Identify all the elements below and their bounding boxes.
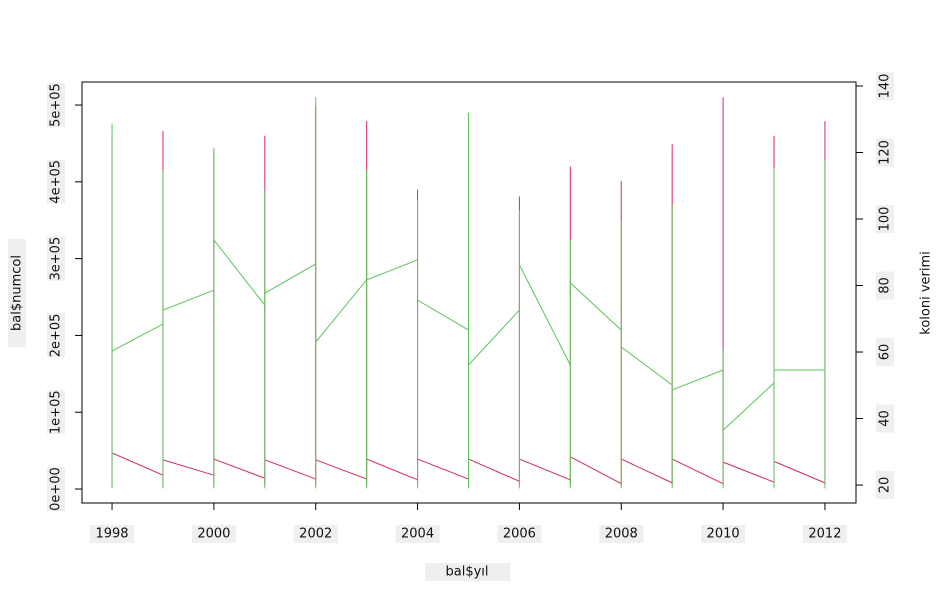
label-bg — [876, 471, 894, 500]
y2-tick-label: 140 — [878, 74, 893, 99]
label-bg — [47, 83, 65, 128]
plot-frame — [81, 81, 857, 504]
label-bg — [47, 390, 65, 435]
x-tick-label: 2000 — [197, 527, 230, 542]
y2-tick-label: 100 — [878, 207, 893, 232]
label-bg — [47, 236, 65, 281]
x-tick-label: 2012 — [808, 527, 841, 542]
x-tick-label: 2004 — [401, 527, 434, 542]
y2-tick-label: 60 — [878, 344, 893, 361]
y2-tick-label: 40 — [878, 410, 893, 427]
y-tick-label: 0e+00 — [49, 467, 64, 511]
label-bg — [701, 525, 746, 543]
label-bg — [876, 271, 894, 300]
x-axis-label: bal$yıl — [445, 565, 488, 580]
y2-axis-label: koloni verimi — [919, 251, 934, 335]
label-bg — [876, 338, 894, 367]
label-bg — [876, 404, 894, 433]
x-tick-label: 2006 — [503, 527, 536, 542]
label-bg — [191, 525, 236, 543]
label-bg — [90, 525, 135, 543]
y-tick-label: 5e+05 — [49, 83, 64, 127]
label-bg — [425, 563, 510, 581]
label-bg — [599, 525, 644, 543]
x-tick-label: 2010 — [707, 527, 740, 542]
y-tick-label: 1e+05 — [49, 390, 64, 434]
label-bg — [497, 525, 542, 543]
label-bg — [47, 467, 65, 512]
label-bg — [47, 159, 65, 204]
label-bg — [876, 71, 894, 100]
label-bg — [802, 525, 847, 543]
label-bg — [395, 525, 440, 543]
y2-tick-label: 20 — [878, 477, 893, 494]
series-line — [111, 96, 826, 489]
label-bg — [47, 313, 65, 358]
y-axis-label: bal$numcol — [10, 255, 25, 331]
x-tick-label: 2002 — [299, 527, 332, 542]
label-bg — [293, 525, 338, 543]
x-tick-label: 2008 — [605, 527, 638, 542]
y-tick-label: 4e+05 — [49, 160, 64, 204]
label-bg — [8, 239, 26, 347]
label-bg — [876, 138, 894, 167]
y2-tick-label: 120 — [878, 140, 893, 165]
y-tick-label: 3e+05 — [49, 237, 64, 281]
y2-tick-label: 80 — [878, 277, 893, 294]
y-tick-label: 2e+05 — [49, 314, 64, 358]
x-tick-label: 1998 — [95, 527, 128, 542]
label-bg — [876, 205, 894, 234]
